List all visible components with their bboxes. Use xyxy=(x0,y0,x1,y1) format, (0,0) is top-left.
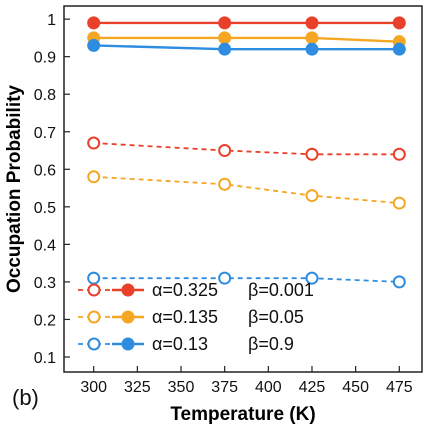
y-axis-ticks: 0.1 0.2 0.3 0.4 0.5 0.6 0.7 0.8 0.9 1 xyxy=(34,12,70,367)
x-axis-ticks: 300 325 350 375 400 425 450 475 xyxy=(80,366,413,396)
y-tick-label: 0.5 xyxy=(34,200,56,217)
data-point xyxy=(305,189,319,203)
series-red-dashed xyxy=(87,136,406,161)
x-tick-label: 300 xyxy=(80,379,107,396)
data-point xyxy=(392,42,406,56)
data-point xyxy=(218,16,232,30)
series-layer xyxy=(87,16,406,289)
x-tick-label: 375 xyxy=(211,379,238,396)
series-orange-solid xyxy=(87,31,406,49)
data-point xyxy=(218,177,232,191)
x-axis-label: Temperature (K) xyxy=(170,404,315,425)
data-point xyxy=(392,16,406,30)
legend-alpha-label: α=0.135 xyxy=(152,307,218,327)
legend-open-marker xyxy=(87,337,101,351)
data-point xyxy=(305,42,319,56)
data-point xyxy=(305,31,319,45)
x-tick-label: 400 xyxy=(255,379,282,396)
series-blue-dashed xyxy=(87,271,406,289)
legend-filled-marker xyxy=(121,283,135,297)
data-point xyxy=(87,136,101,150)
legend-filled-marker xyxy=(121,310,135,324)
legend-open-marker xyxy=(87,310,101,324)
y-tick-label: 0.4 xyxy=(34,237,56,254)
x-tick-label: 325 xyxy=(124,379,151,396)
y-tick-label: 0.9 xyxy=(34,50,56,67)
legend-beta-label: β=0.05 xyxy=(248,307,304,327)
series-line xyxy=(93,36,400,43)
legend-beta-label: β=0.001 xyxy=(248,280,314,300)
data-point xyxy=(392,275,406,289)
y-axis-label: Occupation Probability xyxy=(4,85,25,293)
y-tick-label: 1 xyxy=(47,12,56,29)
series-orange-dashed xyxy=(87,170,406,210)
series-line xyxy=(93,277,400,283)
data-point xyxy=(392,147,406,161)
x-tick-label: 450 xyxy=(342,379,369,396)
y-tick-label: 0.2 xyxy=(34,312,56,329)
y-tick-label: 0.8 xyxy=(34,87,56,104)
x-tick-label: 425 xyxy=(299,379,326,396)
y-tick-label: 0.6 xyxy=(34,162,56,179)
plot-frame xyxy=(63,5,423,373)
legend-open-marker xyxy=(87,283,101,297)
y-tick-label: 0.3 xyxy=(34,275,56,292)
data-point xyxy=(218,31,232,45)
series-blue-solid xyxy=(87,38,406,56)
series-line xyxy=(93,175,400,204)
series-line xyxy=(93,44,400,51)
data-point xyxy=(218,271,232,285)
data-point xyxy=(305,16,319,30)
legend-filled-marker xyxy=(121,337,135,351)
legend-entry: α=0.325 β=0.001 xyxy=(78,280,314,300)
legend: α=0.325 β=0.001 α=0.135 β=0.05 α=0.13 β=0.9 xyxy=(78,280,314,354)
y-tick-label: 0.1 xyxy=(34,350,56,367)
data-point xyxy=(87,170,101,184)
data-point xyxy=(87,38,101,52)
data-point xyxy=(392,196,406,210)
panel-label: (b) xyxy=(12,385,39,410)
legend-alpha-label: α=0.13 xyxy=(152,334,208,354)
series-red-solid xyxy=(87,16,406,30)
data-point xyxy=(87,16,101,30)
y-tick-label: 0.7 xyxy=(34,125,56,142)
data-point xyxy=(218,42,232,56)
legend-beta-label: β=0.9 xyxy=(248,334,294,354)
series-line xyxy=(93,142,400,156)
data-point xyxy=(305,147,319,161)
x-tick-label: 350 xyxy=(168,379,195,396)
legend-alpha-label: α=0.325 xyxy=(152,280,218,300)
data-point xyxy=(218,144,232,158)
legend-entry: α=0.13 β=0.9 xyxy=(78,334,294,354)
legend-entry: α=0.135 β=0.05 xyxy=(78,307,304,327)
data-point xyxy=(87,271,101,285)
data-point xyxy=(305,271,319,285)
x-tick-label: 475 xyxy=(386,379,413,396)
